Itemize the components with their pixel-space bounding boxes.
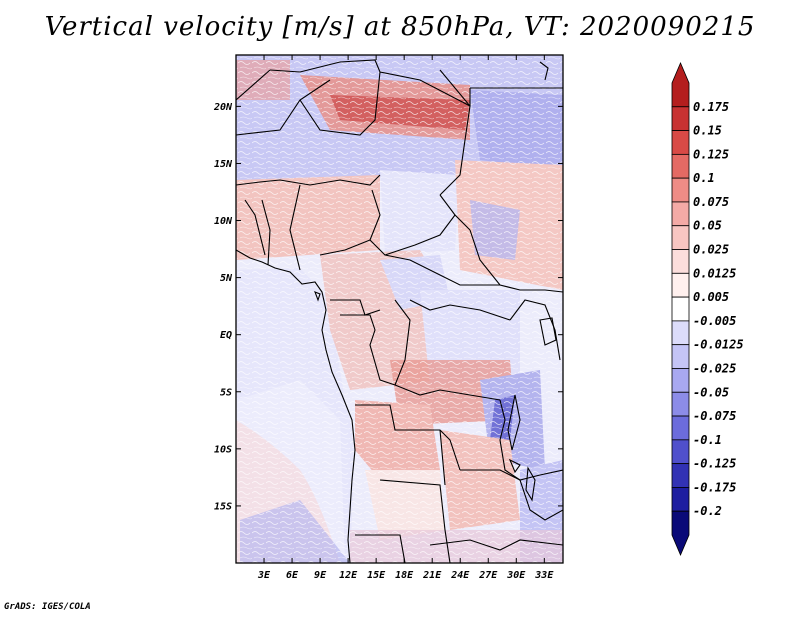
colorbar-label: 0.15 (693, 124, 722, 138)
colorbar-swatch (671, 487, 690, 512)
colorbar-swatch (671, 415, 690, 441)
colorbar-swatch (671, 368, 690, 393)
lon-tick-label: 24E (450, 570, 470, 581)
colorbar-swatch (671, 106, 690, 131)
colorbar-label: 0.175 (693, 100, 729, 114)
colorbar-swatch (671, 153, 690, 179)
colorbar-swatch (671, 225, 690, 250)
colorbar-label: 0.005 (693, 290, 729, 304)
colorbar-swatch (671, 439, 690, 465)
map-title: Vertical velocity [m/s] at 850hPa, VT: 2… (44, 12, 756, 42)
lon-tick-label: 3E (257, 570, 271, 581)
lat-tick-label: 5S (220, 387, 232, 398)
colorbar-label: -0.05 (693, 385, 729, 399)
lat-tick-label: 10N (214, 216, 233, 227)
grads-credit: GrADS: IGES/COLA (4, 602, 91, 612)
colorbar-label: 0.05 (693, 219, 722, 233)
colorbar: 0.175 0.15 0.125 0.1 0.075 0.05 0.025 0.0125 0.0… (671, 61, 744, 557)
colorbar-label: -0.1 (693, 433, 722, 447)
lon-tick-label: 9E (314, 570, 327, 581)
lon-tick-label: 15E (367, 570, 386, 581)
colorbar-swatch (671, 510, 690, 557)
colorbar-label: -0.2 (693, 504, 722, 518)
lon-tick-label: 12E (339, 570, 358, 581)
colorbar-label: 0.125 (693, 147, 729, 161)
colorbar-label: -0.005 (693, 314, 736, 328)
colorbar-swatch (671, 296, 690, 322)
colorbar-swatch (671, 344, 690, 369)
colorbar-label: -0.125 (693, 457, 736, 471)
colorbar-swatch (671, 201, 690, 227)
lon-tick-label: 27E (478, 570, 498, 581)
velocity-field (236, 55, 563, 563)
lat-tick-label: 10S (214, 444, 232, 455)
colorbar-swatch (671, 177, 690, 203)
colorbar-swatch (671, 249, 690, 274)
colorbar-swatch (671, 320, 690, 346)
lon-tick-label: 30E (506, 570, 526, 581)
lat-tick-label: 20N (213, 102, 233, 113)
colorbar-swatch (671, 130, 690, 155)
lat-tick-label: 5N (220, 273, 233, 284)
colorbar-label: -0.0125 (693, 338, 744, 352)
lon-tick-label: 33E (534, 570, 554, 581)
colorbar-swatch (671, 463, 690, 488)
colorbar-label: -0.175 (693, 480, 736, 494)
lat-tick-label: EQ (220, 330, 232, 341)
colorbar-label: 0.0125 (693, 266, 736, 280)
lat-tick-label: 15N (214, 159, 233, 170)
lon-tick-label: 18E (395, 570, 414, 581)
colorbar-swatch (671, 272, 690, 298)
colorbar-label: 0.075 (693, 195, 729, 209)
lon-tick-label: 21E (422, 570, 442, 581)
longitude-ticks: 3E 6E 9E 12E 15E 18E 21E 24E 27E 30E 33E (257, 55, 554, 581)
latitude-ticks: 20N 15N 10N 5N EQ 5S 10S 15S (213, 102, 563, 512)
colorbar-swatch (671, 61, 690, 108)
colorbar-label: 0.1 (693, 171, 715, 185)
colorbar-swatch (671, 391, 690, 417)
lon-tick-label: 6E (286, 570, 299, 581)
colorbar-label: -0.025 (693, 361, 736, 375)
colorbar-label: -0.075 (693, 409, 736, 423)
colorbar-label: 0.025 (693, 243, 729, 257)
coastlines-borders (236, 59, 563, 563)
lat-tick-label: 15S (214, 501, 232, 512)
map-frame (235, 54, 564, 564)
